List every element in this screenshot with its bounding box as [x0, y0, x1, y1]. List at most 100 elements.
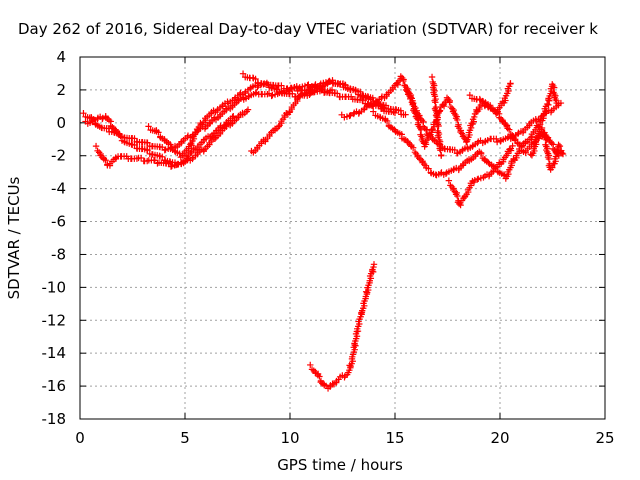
data-point	[559, 150, 567, 158]
data-point	[320, 89, 328, 96]
data-point	[553, 99, 560, 107]
data-point	[144, 139, 151, 147]
data-point	[417, 126, 425, 133]
data-point	[316, 82, 324, 89]
data-point	[173, 161, 181, 168]
data-point	[400, 77, 407, 85]
data-point	[187, 141, 194, 148]
x-tick-label: 0	[75, 429, 85, 447]
data-point	[155, 129, 162, 136]
data-point	[409, 100, 417, 108]
data-point	[131, 135, 138, 142]
data-point	[187, 149, 194, 157]
data-point	[437, 147, 444, 154]
data-point	[445, 96, 452, 103]
series-track-k	[428, 73, 445, 159]
data-point	[454, 116, 461, 124]
series-track-l	[466, 80, 514, 117]
data-point	[402, 111, 409, 118]
x-tick-label: 25	[595, 429, 614, 447]
data-point	[556, 142, 564, 150]
data-point	[543, 100, 551, 108]
data-point	[325, 78, 332, 85]
data-point	[399, 74, 406, 82]
data-point	[425, 165, 432, 172]
y-tick-label: -2	[51, 147, 66, 165]
y-tick-label: 2	[56, 81, 66, 99]
data-point	[506, 126, 513, 133]
data-point	[447, 103, 455, 111]
data-point	[380, 104, 387, 111]
x-tick-label: 10	[280, 429, 299, 447]
data-point	[307, 361, 314, 369]
data-point	[347, 112, 354, 119]
data-point	[131, 141, 138, 149]
data-point	[401, 82, 408, 89]
data-point	[449, 105, 456, 112]
data-point	[80, 109, 87, 117]
data-point	[102, 157, 109, 164]
data-point	[252, 75, 259, 83]
data-point	[493, 135, 500, 143]
data-point	[397, 73, 404, 80]
y-tick-label: -10	[42, 278, 67, 296]
data-point	[294, 87, 301, 95]
data-point	[455, 200, 463, 208]
data-point	[145, 123, 152, 130]
data-point	[161, 146, 168, 154]
data-point	[493, 138, 501, 146]
data-point	[471, 113, 478, 121]
data-point	[555, 141, 562, 149]
data-point	[406, 92, 413, 100]
series-track-m	[527, 129, 567, 173]
data-point	[507, 80, 514, 87]
data-point	[159, 153, 166, 160]
x-tick-label: 15	[385, 429, 404, 447]
data-point	[545, 155, 553, 163]
data-point	[229, 113, 236, 121]
y-tick-label: 4	[56, 48, 66, 66]
data-point	[404, 88, 411, 95]
data-point	[264, 81, 272, 88]
series-track-f	[248, 77, 399, 156]
data-point	[454, 192, 461, 200]
data-point	[92, 142, 100, 150]
data-point	[432, 99, 439, 106]
data-point	[275, 123, 282, 130]
data-point	[268, 92, 275, 100]
data-point	[346, 112, 353, 120]
series-track-h	[370, 81, 560, 182]
chart-title: Day 262 of 2016, Sidereal Day-to-day VTE…	[18, 20, 598, 38]
data-point	[509, 142, 516, 150]
data-point	[438, 152, 445, 159]
data-point	[446, 99, 453, 106]
y-tick-label: -4	[51, 180, 66, 198]
data-point	[370, 108, 377, 115]
data-point	[293, 84, 300, 92]
data-point	[211, 135, 219, 143]
data-point	[409, 144, 417, 151]
data-point	[316, 373, 323, 380]
data-point	[459, 133, 467, 140]
plot-frame	[79, 56, 606, 420]
data-point	[428, 73, 436, 81]
data-point	[458, 130, 466, 137]
data-point	[352, 87, 360, 94]
data-point	[451, 146, 458, 154]
y-tick-label: -18	[42, 410, 67, 428]
data-point	[326, 77, 333, 85]
data-point	[328, 86, 336, 94]
x-tick-label: 5	[180, 429, 190, 447]
data-point	[543, 136, 550, 144]
y-tick-label: -16	[42, 377, 67, 395]
data-point	[474, 176, 481, 183]
data-point	[239, 70, 247, 77]
y-tick-label: -6	[51, 213, 66, 231]
data-point	[273, 86, 281, 93]
data-point	[391, 109, 399, 117]
data-point	[445, 177, 453, 184]
data-point	[370, 261, 378, 268]
